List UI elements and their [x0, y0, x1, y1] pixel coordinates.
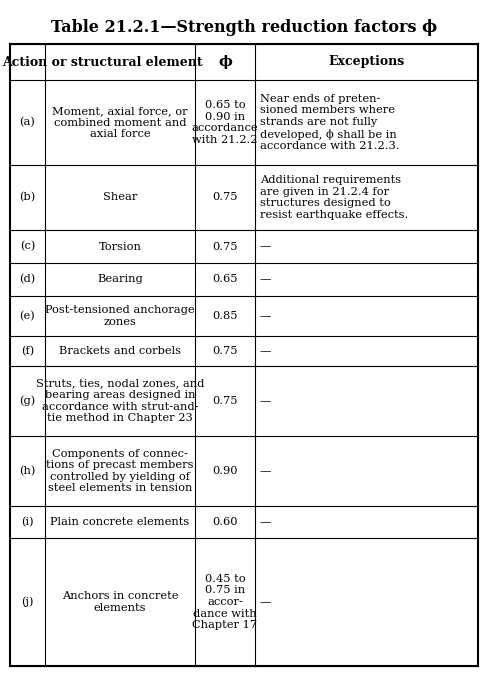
Text: —: — [260, 517, 271, 527]
Text: Additional requirements
are given in 21.2.4 for
structures designed to
resist ea: Additional requirements are given in 21.… [260, 175, 408, 220]
Text: (g): (g) [20, 396, 36, 406]
Text: 0.60: 0.60 [212, 517, 238, 527]
Text: (h): (h) [20, 466, 36, 476]
Text: Table 21.2.1—Strength reduction factors ϕ: Table 21.2.1—Strength reduction factors … [51, 20, 437, 36]
Text: —: — [260, 396, 271, 406]
Text: ϕ: ϕ [218, 55, 232, 69]
Text: Shear: Shear [103, 193, 137, 202]
Text: (a): (a) [20, 117, 36, 127]
Text: (d): (d) [20, 274, 36, 284]
Text: Moment, axial force, or
combined moment and
axial force: Moment, axial force, or combined moment … [52, 106, 188, 139]
Text: 0.85: 0.85 [212, 311, 238, 321]
Text: (e): (e) [20, 311, 35, 321]
Text: Plain concrete elements: Plain concrete elements [50, 517, 190, 527]
Text: 0.65 to
0.90 in
accordance
with 21.2.2: 0.65 to 0.90 in accordance with 21.2.2 [192, 100, 258, 145]
Text: —: — [260, 597, 271, 607]
Text: Post-tensioned anchorage
zones: Post-tensioned anchorage zones [45, 305, 195, 327]
Text: Action or structural element: Action or structural element [2, 55, 203, 69]
Text: —: — [260, 466, 271, 476]
Text: Bearing: Bearing [97, 274, 143, 284]
Text: —: — [260, 274, 271, 284]
Text: Struts, ties, nodal zones, and
bearing areas designed in
accordance with strut-a: Struts, ties, nodal zones, and bearing a… [36, 379, 204, 423]
Text: (b): (b) [20, 192, 36, 203]
Text: Anchors in concrete
elements: Anchors in concrete elements [62, 591, 178, 613]
Text: (i): (i) [21, 517, 34, 527]
Text: —: — [260, 346, 271, 356]
Text: —: — [260, 311, 271, 321]
Text: 0.75: 0.75 [212, 241, 238, 251]
Text: (j): (j) [21, 596, 34, 607]
Text: (f): (f) [21, 346, 34, 356]
Text: (c): (c) [20, 241, 35, 251]
Text: Torsion: Torsion [99, 241, 142, 251]
Text: —: — [260, 241, 271, 251]
Text: 0.75: 0.75 [212, 396, 238, 406]
Text: 0.75: 0.75 [212, 346, 238, 356]
Text: 0.65: 0.65 [212, 274, 238, 284]
Text: 0.75: 0.75 [212, 193, 238, 202]
Text: Brackets and corbels: Brackets and corbels [59, 346, 181, 356]
Text: Components of connec-
tions of precast members
controlled by yielding of
steel e: Components of connec- tions of precast m… [46, 449, 194, 493]
Text: 0.90: 0.90 [212, 466, 238, 476]
Text: Exceptions: Exceptions [328, 55, 405, 69]
Text: 0.45 to
0.75 in
accor-
dance with
Chapter 17: 0.45 to 0.75 in accor- dance with Chapte… [192, 574, 258, 630]
Text: Near ends of preten-
sioned members where
strands are not fully
developed, ϕ sha: Near ends of preten- sioned members wher… [260, 94, 400, 151]
